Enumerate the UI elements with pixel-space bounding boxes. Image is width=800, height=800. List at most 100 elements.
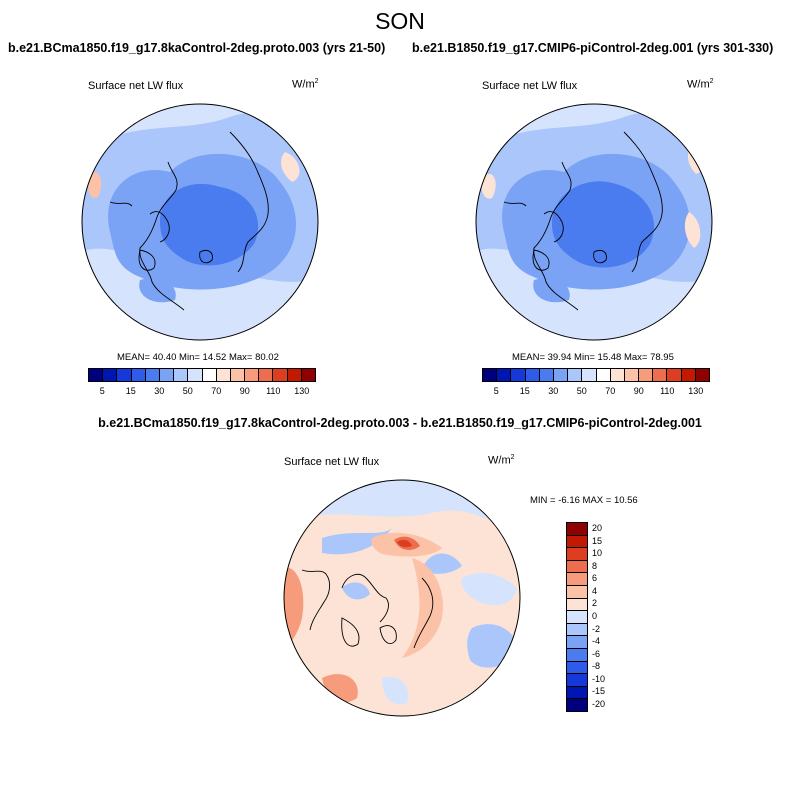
diff-colorbar-tick-label: -6 [592,648,601,659]
panel-2-colorbar-tick-label: 30 [548,386,559,396]
panel-1-colorbar-swatch [287,369,302,381]
diff-units: W/m2 [488,454,515,467]
panel-2-colorbar-swatch [596,369,611,381]
diff-colorbar-swatch [567,648,587,662]
panel-1-colorbar-tick-label: 70 [211,386,222,396]
panel-2-colorbar-swatch [667,369,682,381]
diff-colorbar-swatch [567,535,587,549]
diff-colorbar-swatch [567,585,587,599]
panel-1-colorbar-tick-label: 30 [154,386,165,396]
diff-colorbar-tick-label: 0 [592,611,598,621]
diff-colorbar-tick-label: -2 [592,623,601,634]
diff-stats: MIN = -6.16 MAX = 10.56 [530,495,638,506]
panel-2-colorbar-swatch [653,369,668,381]
diff-colorbar-tick-label: -20 [592,698,606,709]
panel-1-units: W/m2 [292,78,319,91]
panel-2-units: W/m2 [687,78,714,91]
panel-1-colorbar-swatch [202,369,217,381]
panel-1-stats: MEAN= 40.40 Min= 14.52 Max= 80.02 [117,352,279,363]
panel-1-colorbar-tick-label: 90 [239,386,250,396]
panel-2-colorbar-swatch [568,369,583,381]
diff-colorbar [566,522,588,712]
diff-colorbar-tick-label: -15 [592,686,606,697]
panel-1-colorbar-swatch [188,369,203,381]
panel-1-colorbar-tick-label: 130 [294,386,310,396]
panel-2-colorbar-swatch [639,369,654,381]
panel-1-colorbar-swatch [89,369,104,381]
panel-2-colorbar-swatch [553,369,569,381]
diff-colorbar-swatch [567,523,587,536]
panel-1-polar-map [81,103,319,341]
panel-1-colorbar-swatch [216,369,231,381]
diff-colorbar-swatch [567,611,587,624]
diff-colorbar-tick-label: 10 [592,548,603,559]
diff-colorbar-swatch [567,636,587,649]
panel-2-colorbar-swatch [483,369,498,381]
diff-colorbar-tick-label: 2 [592,598,598,609]
season-title: SON [375,8,425,34]
panel-2-colorbar-swatch [525,369,540,381]
diff-colorbar-tick-label: 20 [592,523,603,534]
diff-colorbar-swatch [567,699,587,711]
panel-1-colorbar-swatch [103,369,118,381]
panel-2-colorbar-tick-label: 90 [633,386,644,396]
diff-colorbar-tick-label: -4 [592,636,601,647]
diff-colorbar-swatch [567,560,587,574]
panel-1-colorbar-tick-label: 50 [182,386,193,396]
diff-colorbar-tick-label: -10 [592,673,606,684]
panel-1-variable: Surface net LW flux [88,80,184,92]
panel-2-colorbar-tick-label: 130 [688,386,704,396]
panel-2-colorbar-tick-label: 5 [493,386,499,396]
panel-2-colorbar-swatch [539,369,554,381]
panel-2-colorbar-tick-label: 110 [660,386,675,396]
panel-1-colorbar-swatch [131,369,146,381]
panel-1-colorbar [88,368,316,382]
diff-colorbar-swatch [567,686,587,700]
diff-colorbar-tick-label: 4 [592,585,598,596]
panel-2-colorbar-swatch [610,369,625,381]
panel-1-colorbar-swatch [159,369,175,381]
panel-1-title: b.e21.BCma1850.f19_g17.8kaControl-2deg.p… [8,41,386,55]
panel-1-colorbar-swatch [301,369,315,381]
diff-colorbar-swatch [567,661,587,675]
panel-1-colorbar-tick-label: 15 [125,386,136,396]
panel-2-colorbar-swatch [695,369,709,381]
diff-colorbar-swatch [567,674,587,687]
panel-1-colorbar-tick-label: 110 [266,386,281,396]
panel-1-colorbar-labels: 5 15 30 50 70 90 110 130 [88,386,316,398]
panel-1-colorbar-swatch [117,369,132,381]
panel-1-colorbar-swatch [245,369,260,381]
panel-2-colorbar-swatch [624,369,640,381]
panel-2-colorbar-tick-label: 15 [519,386,530,396]
diff-colorbar-tick-label: 8 [592,560,598,571]
diff-colorbar-swatch [567,573,587,586]
panel-2-colorbar-labels: 5 15 30 50 70 90 110 130 [482,386,710,398]
panel-1-colorbar-swatch [259,369,274,381]
diff-colorbar-tick-label: 6 [592,573,598,584]
diff-variable: Surface net LW flux [284,456,380,468]
panel-1-colorbar-tick-label: 5 [99,386,105,396]
panel-2-polar-map [475,103,713,341]
panel-1-colorbar-swatch [273,369,288,381]
panel-1-colorbar-swatch [145,369,160,381]
diff-colorbar-swatch [567,598,587,612]
panel-2-stats: MEAN= 39.94 Min= 15.48 Max= 78.95 [512,352,674,363]
diff-title: b.e21.BCma1850.f19_g17.8kaControl-2deg.p… [98,416,702,430]
panel-2-colorbar-swatch [582,369,597,381]
diff-colorbar-swatch [567,623,587,637]
diff-colorbar-tick-label: 15 [592,535,603,546]
panel-2-colorbar-tick-label: 70 [605,386,616,396]
diff-colorbar-swatch [567,548,587,561]
panel-1-colorbar-swatch [174,369,189,381]
panel-2-colorbar-swatch [511,369,526,381]
panel-2-title: b.e21.B1850.f19_g17.CMIP6-piControl-2deg… [412,41,774,55]
panel-1-colorbar-swatch [230,369,246,381]
panel-2-colorbar-tick-label: 50 [576,386,587,396]
diff-polar-map [283,479,521,717]
panel-2-colorbar-swatch [497,369,512,381]
panel-2-colorbar-swatch [681,369,696,381]
diff-colorbar-tick-label: -8 [592,661,601,672]
diff-colorbar-labels: 20 15 10 8 6 4 2 0 -2 -4 -6 -8 -10 -15 -20 [592,522,622,710]
panel-2-colorbar [482,368,710,382]
panel-2-variable: Surface net LW flux [482,80,578,92]
